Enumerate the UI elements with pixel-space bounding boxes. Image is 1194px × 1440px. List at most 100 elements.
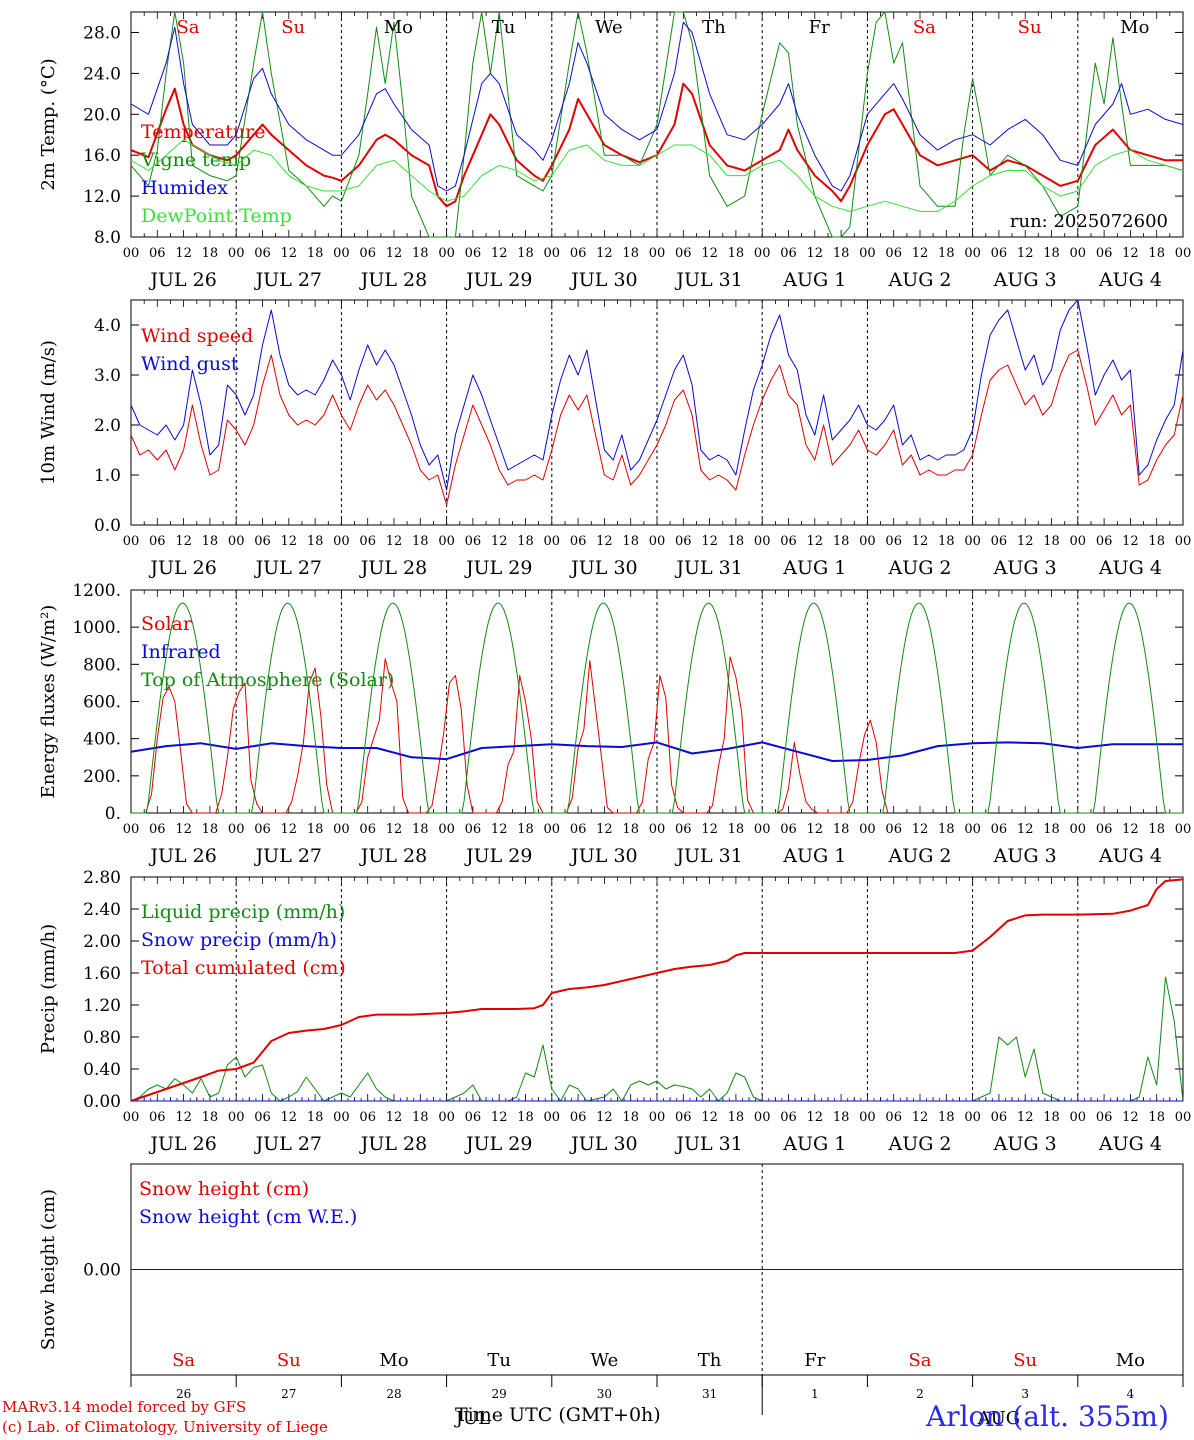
precip-day-label: JUL 29 <box>464 1133 532 1155</box>
precip-hour-label: 00 <box>859 1110 876 1125</box>
precip-hour-label: 06 <box>885 1110 902 1125</box>
weekday-bottom: Tu <box>487 1350 511 1371</box>
precip-hour-label: 06 <box>675 1110 692 1125</box>
run-annotation: run: 2025072600 <box>1010 211 1168 232</box>
temperature-ytick-label: 8.0 <box>94 228 121 248</box>
month-label: AUG <box>977 1408 1021 1429</box>
precip-series-2 <box>130 878 1184 1102</box>
precip-hour-label: 18 <box>1148 1110 1165 1125</box>
energy-hour-label: 12 <box>701 822 718 837</box>
temperature-hour-label: 12 <box>912 246 929 261</box>
precip-ytick-label: 2.40 <box>83 900 121 920</box>
weekday-bottom: Sa <box>908 1350 931 1371</box>
energy-hour-label: 06 <box>885 822 902 837</box>
energy-series-0 <box>131 656 889 814</box>
precip-hour-label: 12 <box>912 1110 929 1125</box>
energy-hour-label: 12 <box>807 822 824 837</box>
weekday-bottom: Su <box>277 1350 301 1371</box>
temperature-day-label: JUL 30 <box>569 269 637 291</box>
wind-hour-label: 18 <box>202 534 219 549</box>
precip-snow-marks <box>130 1098 1184 1101</box>
energy-ytick-label: 400. <box>83 730 121 750</box>
energy-hour-label: 06 <box>570 822 587 837</box>
wind-hour-label: 12 <box>281 534 298 549</box>
day-number: 30 <box>597 1387 612 1401</box>
temperature-legend-1: Vigne temp <box>140 149 251 171</box>
day-number: 3 <box>1021 1387 1029 1401</box>
weekday-top: Sa <box>176 17 199 38</box>
temperature-series-1 <box>130 11 1184 238</box>
precip-day-label: AUG 2 <box>887 1133 951 1155</box>
temperature-series-2 <box>130 21 1184 192</box>
precip-legend-2: Total cumulated (cm) <box>141 957 346 979</box>
wind-hour-label: 00 <box>754 534 771 549</box>
temperature-hour-label: 12 <box>596 246 613 261</box>
energy-hour-label: 00 <box>438 822 455 837</box>
energy-hour-label: 06 <box>1096 822 1113 837</box>
wind-day-label: AUG 2 <box>887 557 951 579</box>
temperature-hour-label: 12 <box>491 246 508 261</box>
energy-day-label: AUG 2 <box>887 845 951 867</box>
day-number: 1 <box>811 1387 819 1401</box>
precip-hour-label: 06 <box>991 1110 1008 1125</box>
temperature-hour-label: 12 <box>701 246 718 261</box>
energy-day-label: JUL 26 <box>148 845 216 867</box>
precip-ylabel: Precip (mm/h) <box>38 924 59 1054</box>
temperature-hour-label: 06 <box>570 246 587 261</box>
day-number: 4 <box>1127 1387 1135 1401</box>
energy-day-label: JUL 28 <box>359 845 427 867</box>
energy-day-label: JUL 31 <box>674 845 742 867</box>
precip-hour-label: 00 <box>438 1110 455 1125</box>
wind-hour-label: 06 <box>465 534 482 549</box>
temperature-hour-ticks <box>130 12 1184 237</box>
weekday-top: Su <box>1018 17 1042 38</box>
precip-day-label: JUL 31 <box>674 1133 742 1155</box>
temperature-hour-label: 00 <box>859 246 876 261</box>
energy-hour-label: 12 <box>491 822 508 837</box>
wind-hour-label: 18 <box>307 534 324 549</box>
wind-hour-label: 18 <box>728 534 745 549</box>
energy-ytick-label: 1200. <box>72 581 121 601</box>
wind-hour-label: 00 <box>964 534 981 549</box>
energy-hour-label: 18 <box>833 822 850 837</box>
wind-hour-label: 06 <box>675 534 692 549</box>
lab-credit: (c) Lab. of Climatology, University of L… <box>2 1418 328 1436</box>
temperature-hour-label: 06 <box>359 246 376 261</box>
temperature-hour-label: 00 <box>333 246 350 261</box>
wind-ylabel: 10m Wind (m/s) <box>38 340 59 485</box>
temperature-series-3 <box>130 139 1184 212</box>
precip-hour-label: 12 <box>386 1110 403 1125</box>
wind-hour-label: 00 <box>544 534 561 549</box>
energy-ytick-label: 200. <box>83 767 121 787</box>
wind-hour-label: 06 <box>780 534 797 549</box>
weekday-top: Mo <box>1120 17 1149 38</box>
energy-hour-label: 18 <box>517 822 534 837</box>
temperature-hour-label: 06 <box>991 246 1008 261</box>
wind-day-label: JUL 29 <box>464 557 532 579</box>
precip-hour-label: 06 <box>254 1110 271 1125</box>
weekday-top: Sa <box>913 17 936 38</box>
time-axis-label: Time UTC (GMT+0h) <box>455 1404 661 1426</box>
temperature-hour-label: 12 <box>807 246 824 261</box>
temperature-hour-label: 18 <box>1148 246 1165 261</box>
precip-hour-label: 12 <box>1017 1110 1034 1125</box>
wind-hour-label: 00 <box>649 534 666 549</box>
temperature-hour-label: 18 <box>622 246 639 261</box>
temperature-hour-label: 12 <box>386 246 403 261</box>
wind-hour-label: 06 <box>885 534 902 549</box>
temperature-ytick-label: 20.0 <box>83 105 121 125</box>
wind-hour-label: 12 <box>491 534 508 549</box>
temperature-hour-label: 18 <box>938 246 955 261</box>
energy-day-label: AUG 1 <box>782 845 846 867</box>
temperature-hour-label: 00 <box>544 246 561 261</box>
precip-hour-label: 12 <box>701 1110 718 1125</box>
precip-hour-label: 18 <box>517 1110 534 1125</box>
wind-hour-label: 00 <box>859 534 876 549</box>
energy-hour-label: 12 <box>912 822 929 837</box>
temperature-hour-label: 06 <box>465 246 482 261</box>
wind-hour-label: 06 <box>1096 534 1113 549</box>
day-number: 26 <box>176 1387 191 1401</box>
energy-hour-label: 06 <box>149 822 166 837</box>
snow-ylabel: Snow height (cm) <box>38 1189 59 1350</box>
month-label: JUL <box>454 1408 490 1429</box>
